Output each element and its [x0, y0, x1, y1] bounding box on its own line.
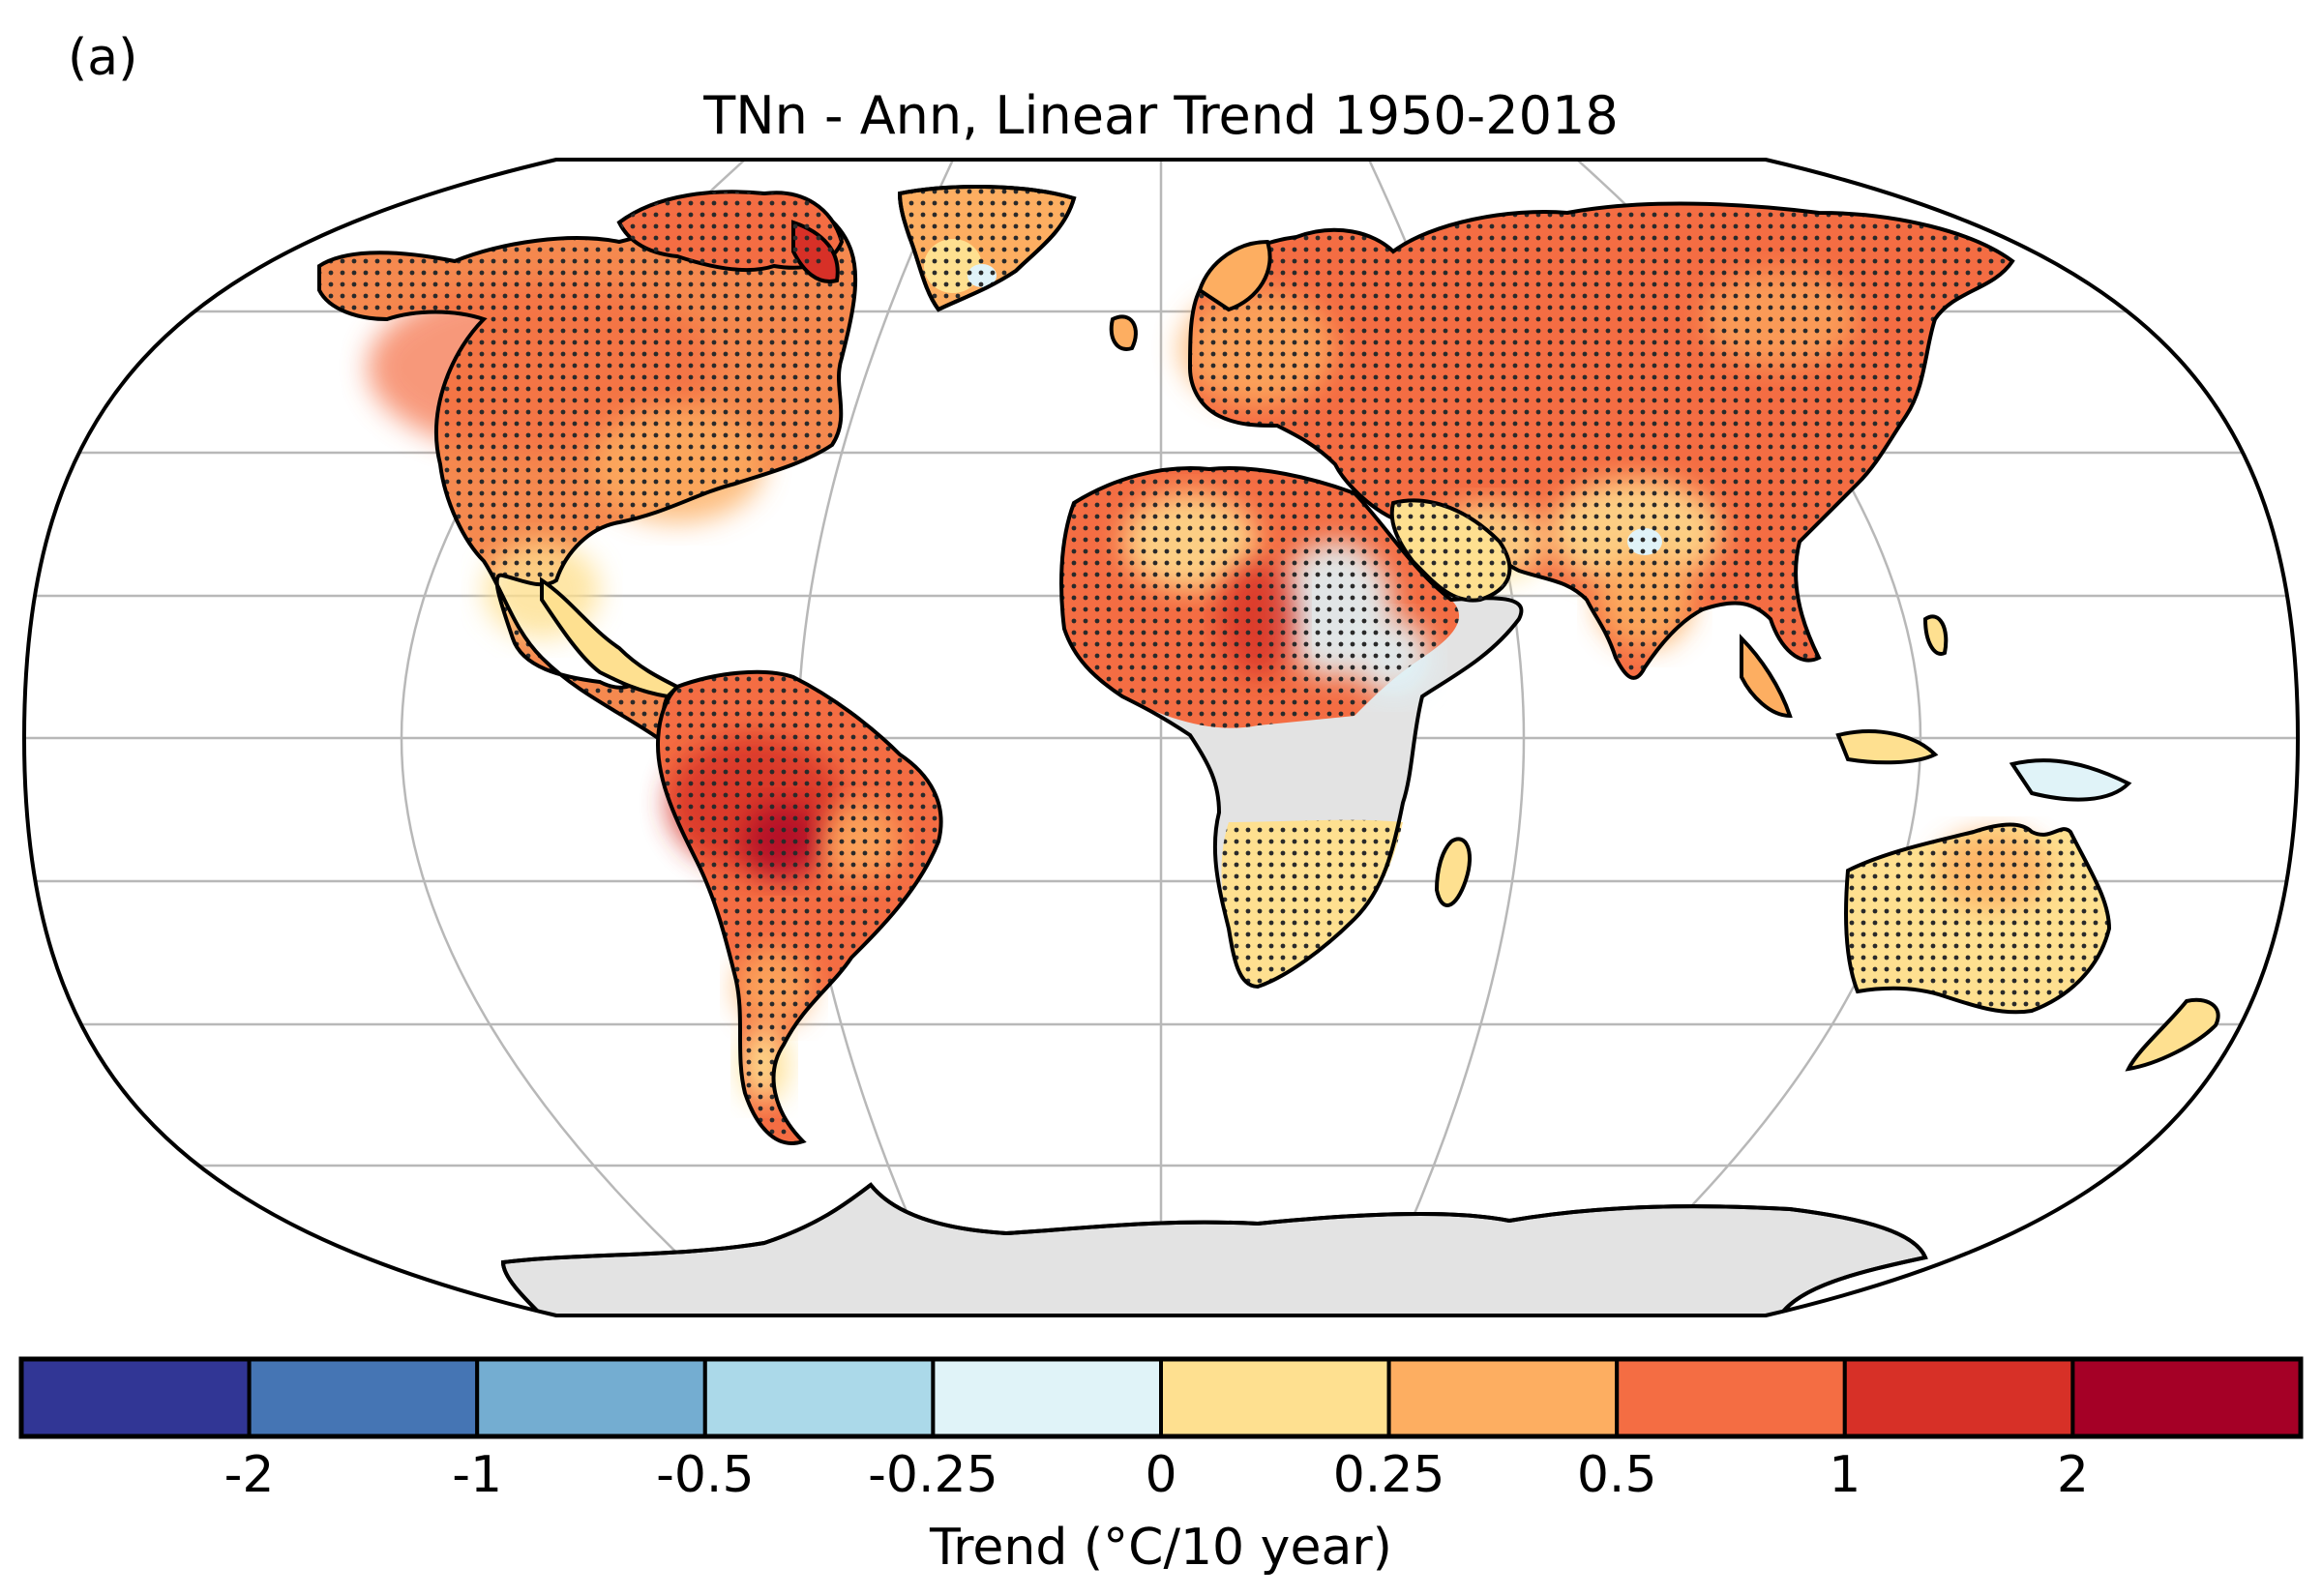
colorbar-label: Trend (°C/10 year): [930, 1519, 1392, 1577]
colorbar-tick-label: -0.25: [868, 1446, 998, 1504]
colorbar-ticks: -2 -1 -0.5 -0.25 0 0.25 0.5 1 2: [0, 1446, 2322, 1504]
eurasia: [1180, 201, 2015, 680]
colorbar-bin: [1842, 1357, 2075, 1438]
colorbar-bin: [1386, 1357, 1620, 1438]
panel-label: (a): [68, 29, 138, 87]
map-interior: [24, 160, 2298, 1315]
colorbar-tick-label: -0.5: [656, 1446, 755, 1504]
map-title: TNn - Ann, Linear Trend 1950-2018: [703, 85, 1619, 146]
colorbar-tick-label: 0.25: [1332, 1446, 1445, 1504]
colorbar-tick-label: 2: [2056, 1446, 2089, 1504]
colorbar-bin: [931, 1357, 1164, 1438]
central-america: [540, 576, 681, 699]
colorbar-tick-label: 0: [1145, 1446, 1177, 1504]
colorbar-bin: [1159, 1357, 1391, 1438]
north-america: [317, 195, 858, 747]
colorbar-bin: [1615, 1357, 1847, 1438]
colorbar-tick-label: 1: [1829, 1446, 1861, 1504]
colorbar-tick-label: -1: [452, 1446, 503, 1504]
colorbar-bin: [19, 1357, 252, 1438]
colorbar-frame: [18, 1356, 2304, 1439]
colorbar-bin: [702, 1357, 936, 1438]
colorbar: [18, 1356, 2304, 1439]
globe-outline: [21, 158, 2301, 1317]
scandinavia: [1109, 239, 1272, 351]
new-zealand: [2125, 997, 2220, 1072]
colorbar-bin: [2070, 1357, 2303, 1438]
greenland: [897, 185, 1077, 312]
colorbar-bin: [475, 1357, 707, 1438]
arctic-islands: [616, 190, 845, 283]
arabia: [1389, 498, 1512, 603]
madagascar: [1434, 837, 1472, 907]
africa: [1059, 466, 1524, 990]
colorbar-bin: [247, 1357, 480, 1438]
colorbar-tick-label: 0.5: [1576, 1446, 1657, 1504]
colorbar-tick-label: -2: [223, 1446, 275, 1504]
graticule: [24, 160, 2298, 1315]
south-america: [655, 669, 943, 1145]
australia: [1844, 822, 2220, 1072]
maritime-asia: [1740, 614, 2132, 802]
